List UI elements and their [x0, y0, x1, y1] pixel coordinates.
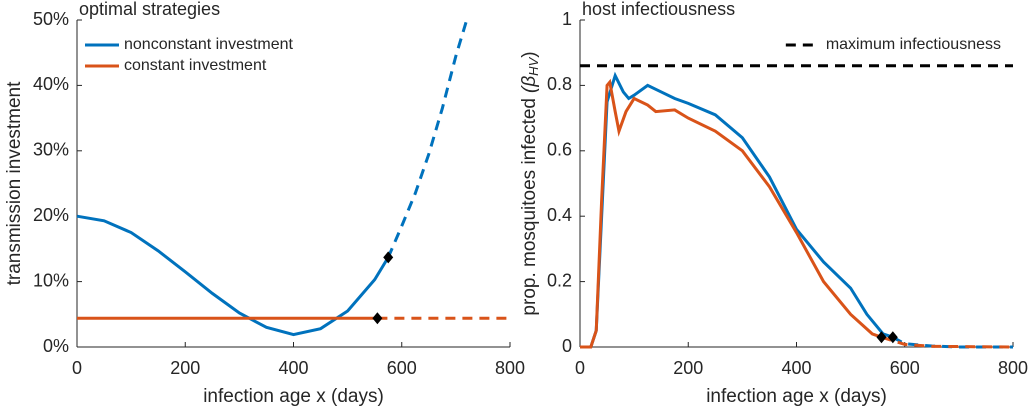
x-tick-label: 0 [72, 358, 82, 378]
y-tick-label: 30% [33, 140, 69, 160]
y-tick-label: 20% [33, 205, 69, 225]
y-tick-label: 0% [43, 336, 69, 356]
y-tick-label: 0.2 [547, 270, 572, 290]
marker [372, 312, 383, 325]
y-tick-label: 50% [33, 9, 69, 29]
x-tick-label: 200 [170, 358, 200, 378]
y-axis-label-text: transmission investment [4, 81, 25, 286]
y-axis-label-symbol: (β [519, 76, 540, 93]
x-tick-label: 0 [575, 358, 585, 378]
y-tick-label: 10% [33, 270, 69, 290]
y-tick-label: 40% [33, 74, 69, 94]
x-tick-label: 200 [673, 358, 703, 378]
x-tick-label: 400 [781, 358, 811, 378]
y-tick-label: 1 [562, 9, 572, 29]
y-axis-label: transmission investment [4, 81, 25, 286]
x-tick-label: 600 [387, 358, 417, 378]
chart-title: host infectiousness [582, 0, 735, 19]
line-extension [386, 19, 469, 258]
marker [887, 331, 898, 344]
x-tick-label: 800 [495, 358, 525, 378]
x-tick-label: 800 [998, 358, 1028, 378]
marker [383, 251, 394, 264]
x-tick-label: 600 [890, 358, 920, 378]
legend-label: nonconstant investment [124, 36, 294, 53]
marker [876, 331, 887, 344]
y-axis-label-subscript: HV [526, 56, 541, 75]
y-axis-label: prop. mosquitoes infected (βHV) [519, 51, 541, 315]
line-extension [881, 335, 1014, 349]
line-series [580, 78, 882, 349]
legend-label: maximum infectiousness [826, 36, 1001, 53]
y-axis-label-close: ) [519, 51, 540, 57]
y-tick-label: 0.6 [547, 140, 572, 160]
x-axis-label: infection age x (days) [203, 386, 384, 407]
chart-title: optimal strategies [79, 0, 220, 19]
legend-label: constant investment [124, 57, 267, 74]
y-axis-label-text: prop. mosquitoes infected [519, 98, 540, 316]
y-tick-label: 0.8 [547, 74, 572, 94]
x-axis-label: infection age x (days) [706, 386, 887, 407]
line-series [76, 214, 390, 337]
x-tick-label: 400 [278, 358, 308, 378]
y-tick-label: 0.4 [547, 205, 572, 225]
y-tick-label: 0 [562, 336, 572, 356]
